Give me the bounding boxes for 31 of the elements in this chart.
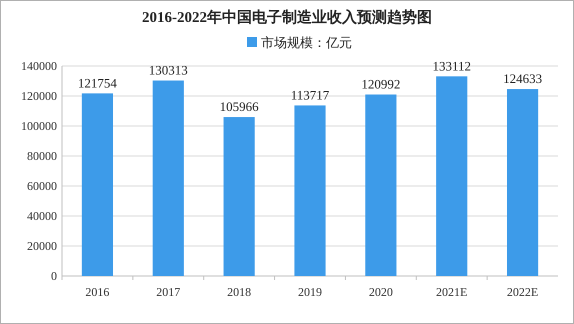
y-tick-label: 100000 — [21, 119, 57, 133]
y-tick-label: 80000 — [27, 149, 57, 163]
bar — [152, 80, 184, 276]
bar — [224, 117, 255, 276]
y-tick-label: 40000 — [27, 209, 57, 223]
x-tick-label: 2019 — [298, 285, 322, 299]
data-label: 113717 — [290, 87, 330, 102]
y-tick-label: 20000 — [27, 239, 57, 253]
bar — [294, 105, 326, 276]
x-tick-label: 2017 — [156, 285, 180, 299]
y-tick-label: 60000 — [27, 179, 57, 193]
y-tick-label: 140000 — [21, 59, 57, 73]
y-tick-label: 0 — [51, 269, 57, 283]
bar — [436, 76, 468, 276]
data-label: 105966 — [220, 99, 260, 114]
x-tick-label: 2020 — [368, 285, 393, 299]
bar — [82, 93, 114, 276]
x-tick-label: 2021E — [436, 285, 468, 299]
data-label: 133112 — [432, 58, 471, 74]
bar — [365, 94, 396, 276]
chart-title: 2016-2022年中国电子制造业收入预测趋势图 — [142, 9, 432, 26]
bar — [506, 89, 538, 276]
data-label: 124633 — [503, 71, 542, 86]
data-label: 121754 — [78, 75, 118, 90]
legend-label: 市场规模：亿元 — [261, 36, 352, 51]
x-tick-label: 2022E — [506, 285, 538, 299]
data-label: 130313 — [148, 62, 188, 78]
x-tick-label: 2018 — [227, 285, 252, 299]
y-tick-label: 120000 — [21, 89, 57, 103]
data-label: 120992 — [361, 76, 400, 92]
x-tick-label: 2016 — [85, 285, 110, 299]
